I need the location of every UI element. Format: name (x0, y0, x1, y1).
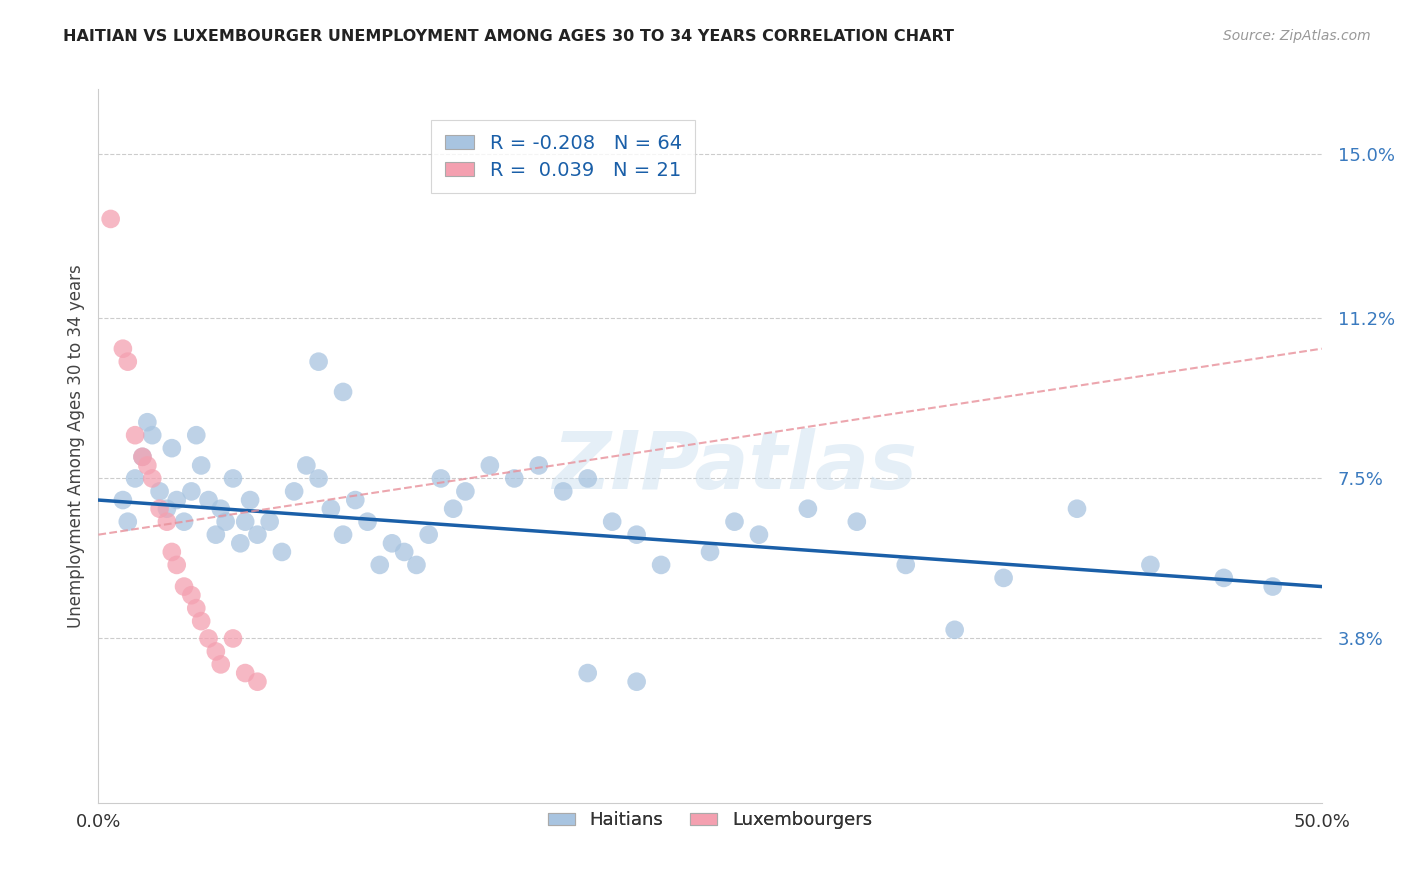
Point (1212, 571, 1234, 585)
Point (405, 558, 427, 572)
Point (190, 614, 212, 628)
Point (993, 571, 1015, 585)
Point (368, 558, 391, 572)
Point (197, 632, 219, 646)
Point (626, 527, 648, 541)
Point (214, 515, 236, 529)
Point (527, 458, 550, 473)
Point (1139, 558, 1161, 572)
Point (308, 471, 330, 485)
Point (259, 515, 281, 529)
Point (233, 666, 256, 681)
Point (222, 471, 245, 485)
Point (141, 471, 163, 485)
Point (149, 501, 172, 516)
Point (576, 666, 599, 681)
Point (166, 493, 188, 508)
Point (344, 493, 367, 508)
Point (943, 623, 966, 637)
Point (180, 484, 202, 499)
Point (553, 484, 575, 499)
Point (503, 471, 526, 485)
Point (197, 493, 219, 508)
Point (186, 601, 208, 615)
Point (160, 441, 183, 455)
Point (246, 674, 269, 689)
Point (124, 471, 146, 485)
Point (233, 515, 256, 529)
Point (332, 527, 354, 541)
Point (381, 536, 404, 550)
Point (308, 354, 330, 368)
Point (797, 501, 820, 516)
Point (270, 545, 294, 559)
Point (156, 501, 179, 516)
Point (173, 515, 195, 529)
Point (229, 536, 252, 550)
Point (190, 458, 212, 473)
Point (180, 588, 202, 602)
Point (173, 580, 195, 594)
Point (111, 493, 134, 508)
Point (131, 450, 153, 464)
Point (209, 657, 232, 672)
Point (600, 515, 623, 529)
Text: HAITIAN VS LUXEMBOURGER UNEMPLOYMENT AMONG AGES 30 TO 34 YEARS CORRELATION CHART: HAITIAN VS LUXEMBOURGER UNEMPLOYMENT AMO… (63, 29, 955, 44)
Point (239, 493, 262, 508)
Point (576, 471, 599, 485)
Point (441, 501, 464, 516)
Point (160, 545, 183, 559)
Point (136, 458, 159, 473)
Point (131, 450, 153, 464)
Point (418, 527, 440, 541)
Point (845, 515, 868, 529)
Point (205, 644, 228, 658)
Text: ZIPatlas: ZIPatlas (553, 428, 917, 507)
Point (117, 515, 139, 529)
Point (1261, 580, 1284, 594)
Point (430, 471, 453, 485)
Text: Source: ZipAtlas.com: Source: ZipAtlas.com (1223, 29, 1371, 43)
Point (894, 558, 917, 572)
Point (117, 354, 139, 368)
Point (319, 501, 342, 516)
Point (136, 415, 159, 429)
Point (454, 484, 477, 499)
Point (186, 428, 208, 442)
Point (478, 458, 501, 473)
Point (626, 674, 648, 689)
Point (100, 211, 122, 226)
Legend: Haitians, Luxembourgers: Haitians, Luxembourgers (541, 805, 879, 837)
Point (124, 428, 146, 442)
Point (141, 428, 163, 442)
Point (650, 558, 672, 572)
Point (332, 384, 354, 399)
Point (166, 558, 188, 572)
Point (295, 458, 318, 473)
Point (149, 484, 172, 499)
Y-axis label: Unemployment Among Ages 30 to 34 years: Unemployment Among Ages 30 to 34 years (66, 264, 84, 628)
Point (205, 527, 228, 541)
Point (699, 545, 721, 559)
Point (1066, 501, 1088, 516)
Point (209, 501, 232, 516)
Point (356, 515, 378, 529)
Point (392, 545, 416, 559)
Point (111, 342, 134, 356)
Point (246, 527, 269, 541)
Point (156, 515, 179, 529)
Point (723, 515, 745, 529)
Point (283, 484, 305, 499)
Point (222, 632, 245, 646)
Point (748, 527, 770, 541)
